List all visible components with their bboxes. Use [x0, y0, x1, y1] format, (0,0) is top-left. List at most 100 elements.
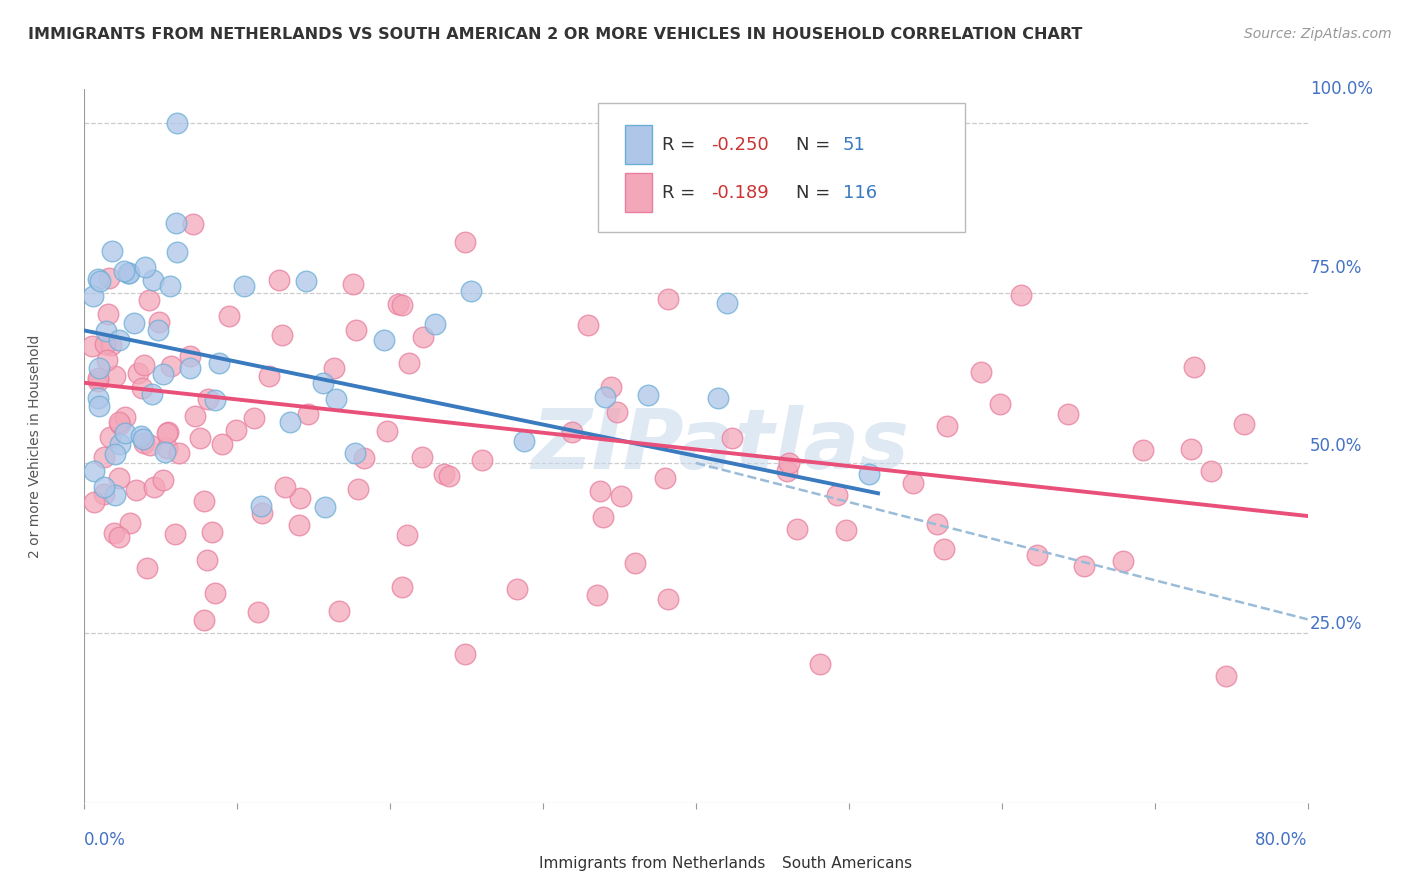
Point [988, 397, 1011, 411]
Point [163, 526, 186, 541]
Point [156, 425, 179, 440]
Text: R =: R = [662, 184, 700, 202]
Point [166, 245, 188, 260]
Point [98, 430, 121, 444]
Point [127, 367, 149, 381]
Point [125, 483, 148, 497]
Point [825, 488, 848, 502]
Point [657, 592, 679, 607]
Point [716, 296, 738, 310]
Point [93, 480, 115, 494]
Point [118, 516, 141, 531]
Text: 0.0%: 0.0% [84, 831, 127, 849]
Point [624, 556, 647, 570]
Text: 2 or more Vehicles in Household: 2 or more Vehicles in Household [28, 334, 42, 558]
Point [104, 488, 127, 502]
Point [280, 415, 302, 429]
Point [506, 582, 529, 596]
Point [1215, 669, 1237, 683]
Point [108, 333, 131, 347]
Point [398, 355, 420, 369]
Point [93, 450, 115, 464]
Point [139, 438, 162, 452]
Point [87, 370, 110, 384]
Point [657, 292, 679, 306]
Text: South Americans: South Americans [782, 856, 911, 871]
Point [204, 586, 226, 600]
Point [179, 349, 201, 363]
Point [347, 482, 370, 496]
Point [412, 330, 434, 344]
Point [160, 359, 183, 374]
Point [188, 431, 211, 445]
Point [375, 424, 398, 438]
Point [100, 338, 122, 352]
Point [454, 235, 477, 250]
Text: 50.0%: 50.0% [1310, 437, 1362, 455]
Point [1073, 559, 1095, 574]
Point [152, 473, 174, 487]
Point [117, 266, 139, 280]
Point [87, 374, 110, 388]
Point [778, 456, 800, 470]
Text: Source: ZipAtlas.com: Source: ZipAtlas.com [1244, 27, 1392, 41]
Point [201, 525, 224, 540]
Point [606, 405, 628, 419]
Point [423, 317, 446, 331]
Point [108, 415, 131, 429]
Point [193, 494, 215, 508]
Point [122, 316, 145, 330]
Point [225, 424, 247, 438]
Point [141, 386, 163, 401]
Point [218, 309, 240, 323]
Point [433, 467, 456, 481]
Point [193, 613, 215, 627]
Bar [748, 849, 775, 878]
Point [270, 327, 292, 342]
Point [197, 392, 219, 406]
Point [211, 437, 233, 451]
Point [609, 489, 631, 503]
Point [776, 464, 799, 478]
Point [108, 437, 131, 451]
Point [83, 495, 105, 509]
Point [1112, 553, 1135, 567]
Text: 75.0%: 75.0% [1310, 259, 1362, 277]
Text: 25.0%: 25.0% [1310, 615, 1362, 633]
Point [156, 425, 179, 439]
Point [288, 491, 311, 505]
Point [344, 323, 367, 337]
Point [323, 361, 346, 376]
Point [142, 273, 165, 287]
Point [233, 278, 256, 293]
Text: Immigrants from Netherlands: Immigrants from Netherlands [540, 856, 766, 871]
Point [576, 318, 599, 333]
Point [82, 338, 104, 352]
Point [637, 388, 659, 402]
Point [328, 604, 350, 618]
Point [471, 453, 494, 467]
Point [373, 333, 395, 347]
Point [391, 298, 413, 312]
Point [808, 657, 831, 671]
Point [1010, 288, 1032, 302]
Point [243, 410, 266, 425]
Point [249, 499, 271, 513]
Text: R =: R = [662, 136, 700, 153]
Point [353, 450, 375, 465]
Text: 80.0%: 80.0% [1256, 831, 1308, 849]
Point [1233, 417, 1256, 432]
Point [94, 337, 117, 351]
Point [89, 274, 111, 288]
Point [181, 217, 204, 231]
Point [314, 500, 336, 514]
Point [207, 356, 229, 370]
Bar [626, 125, 652, 164]
Text: N =: N = [796, 184, 837, 202]
Point [104, 368, 127, 383]
Point [561, 425, 583, 440]
Point [247, 605, 270, 619]
Point [1182, 360, 1205, 375]
Point [835, 523, 858, 537]
Point [129, 429, 152, 443]
